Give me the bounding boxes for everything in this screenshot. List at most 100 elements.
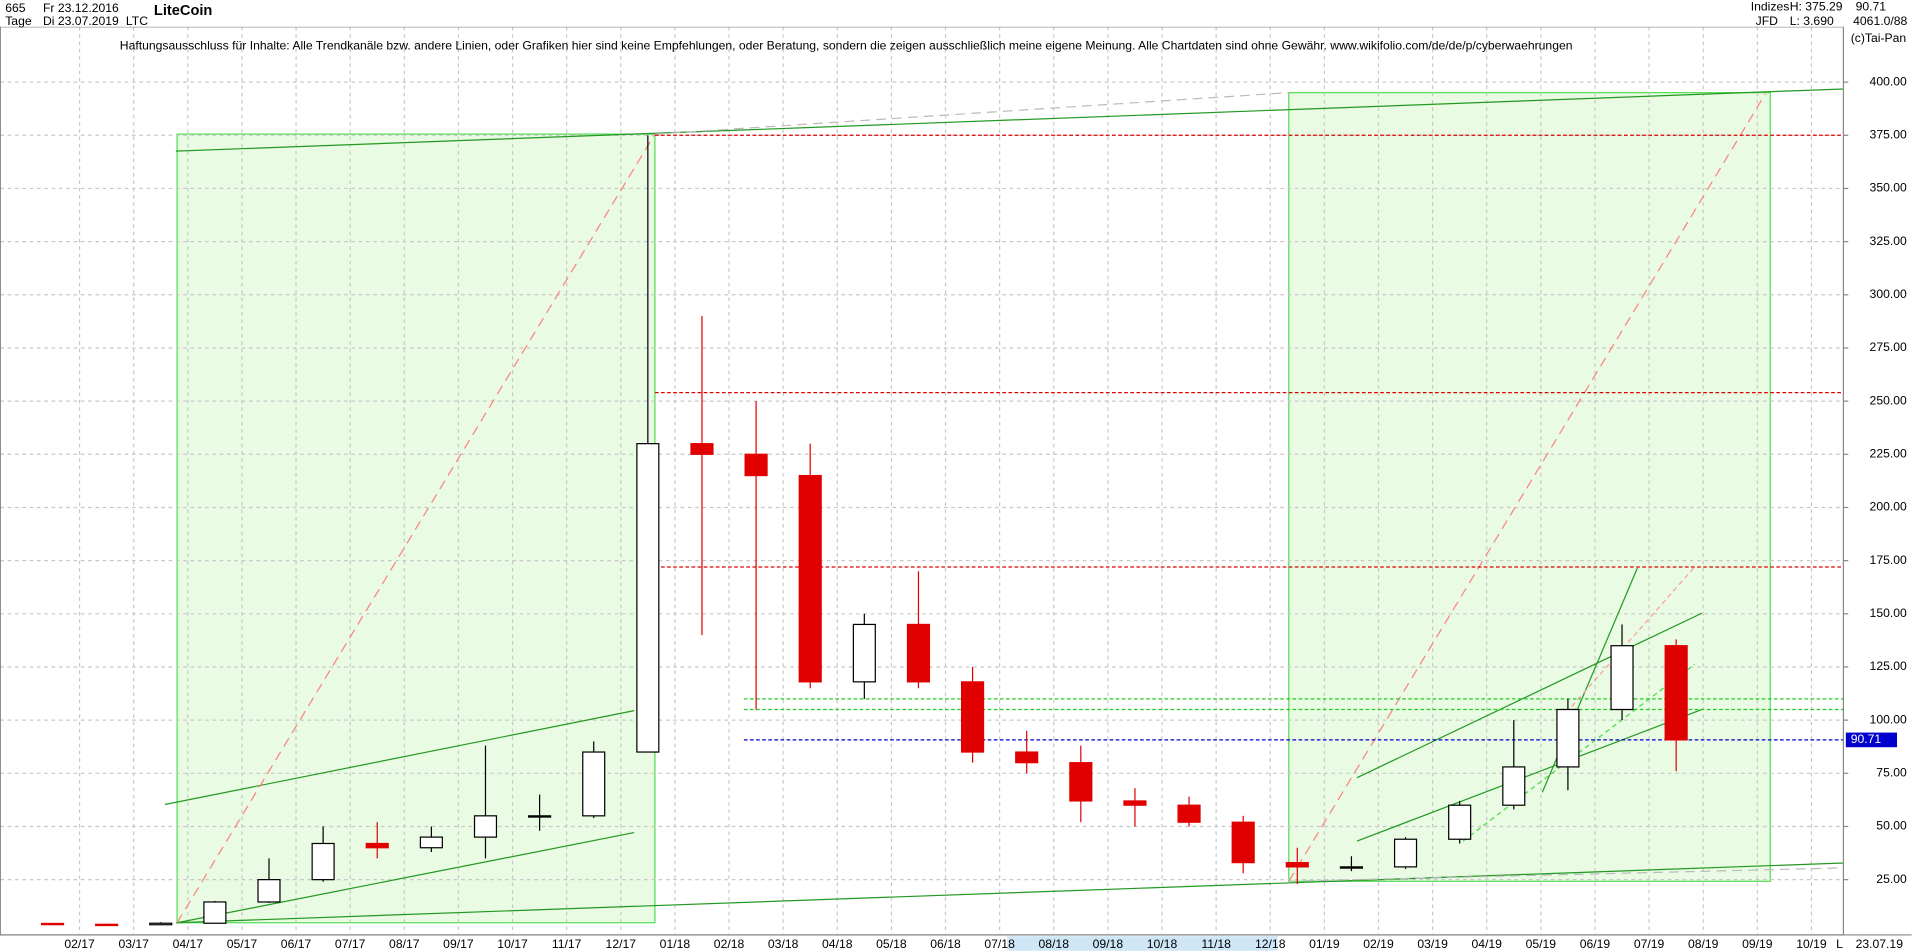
x-tick-label: 07/17	[335, 937, 366, 951]
candle-body	[1339, 866, 1364, 869]
x-tick-label: 07/19	[1634, 937, 1665, 951]
x-tick-label: 10/18	[1147, 937, 1178, 951]
box	[1288, 92, 1771, 882]
x-tick-label: 10/17	[497, 937, 528, 951]
candle-body	[1502, 766, 1526, 806]
trend-line	[176, 831, 635, 924]
y-tick-label: 125.00	[1870, 659, 1907, 673]
candle-body	[1231, 821, 1255, 864]
level-label: 90.71	[1851, 732, 1882, 746]
x-tick-label: 07/18	[984, 937, 1015, 951]
x-tick-label: 03/18	[768, 937, 799, 951]
candle-body	[311, 842, 335, 881]
trend-line	[164, 710, 635, 806]
y-tick-label: 175.00	[1870, 553, 1907, 567]
x-tick-label: 11/18	[1201, 937, 1231, 951]
x-tick-label: 02/17	[64, 937, 95, 951]
x-tick-label: 09/18	[1093, 937, 1124, 951]
trend-line	[1356, 612, 1703, 779]
candle-body	[203, 901, 227, 924]
x-tick-label: 01/18	[660, 937, 691, 951]
header	[0, 0, 1912, 27]
candle-body	[40, 922, 65, 926]
x-tick-label: 04/17	[173, 937, 204, 951]
trend-line	[1288, 93, 1766, 882]
bars: 665	[5, 1, 26, 15]
x-tick-label: 10/19	[1796, 937, 1827, 951]
high: H: 375.29	[1790, 0, 1843, 14]
candle-body	[906, 623, 931, 683]
x-tick-label: 09/17	[443, 937, 474, 951]
y-tick-label: 25.00	[1876, 872, 1907, 886]
y-tick-label: 150.00	[1870, 606, 1907, 620]
x-tick-label: 04/19	[1471, 937, 1502, 951]
x-tick-label: 06/18	[930, 937, 961, 951]
y-tick-label: 50.00	[1876, 819, 1907, 833]
x-tick-label: 08/19	[1688, 937, 1719, 951]
x-tick-label: 12/17	[606, 937, 637, 951]
x-tick-label: 05/19	[1526, 937, 1557, 951]
y-tick-label: 225.00	[1870, 447, 1907, 461]
last: 90.71	[1856, 0, 1887, 14]
candle-body	[257, 879, 281, 903]
y-tick-label: 275.00	[1870, 340, 1907, 354]
candle-body	[690, 443, 714, 455]
candle-body	[1069, 762, 1093, 802]
x-tick-label: 05/17	[227, 937, 258, 951]
name: LiteCoin	[154, 3, 213, 19]
y-tick-label: 75.00	[1876, 766, 1907, 780]
candle-body	[365, 842, 389, 849]
trend-line	[175, 862, 1844, 924]
candle-body	[852, 623, 876, 683]
candle-body	[95, 923, 119, 927]
y-tick-label: 300.00	[1870, 287, 1907, 301]
candle-body	[1123, 800, 1147, 806]
candle-body	[1285, 862, 1309, 868]
source: JFD	[1756, 14, 1779, 28]
candle-body	[528, 815, 552, 818]
x-tick-label: 11/17	[552, 937, 582, 951]
x-tick-label: 02/19	[1363, 937, 1394, 951]
candle-body	[582, 751, 606, 817]
candle-body	[1393, 838, 1418, 868]
x-tick-label: 12/18	[1255, 937, 1286, 951]
level-tag	[1845, 732, 1898, 748]
y-tick-label: 400.00	[1870, 74, 1907, 88]
y-tick-label: 375.00	[1870, 127, 1907, 141]
y-tick-label: 350.00	[1870, 181, 1907, 195]
symbol: LTC	[126, 14, 148, 28]
trend-line	[1356, 708, 1703, 842]
period: Tage	[5, 14, 32, 28]
x-tick-label: 05/18	[876, 937, 907, 951]
y-tick-label: 100.00	[1870, 712, 1907, 726]
y-tick-label: 325.00	[1870, 234, 1907, 248]
x-tick-label: 02/18	[714, 937, 745, 951]
trend-line	[654, 92, 1289, 135]
x-tick-label: 03/19	[1417, 937, 1448, 951]
low: L: 3.690	[1790, 14, 1834, 28]
footer-scale: L	[1836, 937, 1843, 951]
candle-body	[636, 443, 660, 753]
candle-body	[419, 836, 443, 849]
chart-title: Haftungsausschluss für Inhalte: Alle Tre…	[120, 39, 1573, 53]
y-tick-label: 250.00	[1870, 393, 1907, 407]
footer-date: 23.07.19	[1856, 937, 1904, 951]
candle-body	[149, 922, 173, 926]
info: 4061.0/88	[1853, 14, 1907, 28]
y-tick-label: 200.00	[1870, 500, 1907, 514]
group: Indizes	[1751, 0, 1790, 14]
x-tick-label: 06/19	[1580, 937, 1611, 951]
x-tick-label: 08/17	[389, 937, 420, 951]
candle-body	[744, 453, 768, 477]
start-date: Fr 23.12.2016	[43, 1, 119, 15]
x-tick-label: 06/17	[281, 937, 312, 951]
trend-line	[176, 133, 656, 924]
candle-body	[1177, 804, 1201, 823]
copyright: (c)Tai-Pan	[1851, 31, 1906, 45]
x-tick-label: 04/18	[822, 937, 853, 951]
candle-body	[960, 681, 985, 753]
axis-highlight	[1007, 936, 1278, 951]
candle-body	[1448, 804, 1472, 840]
candle-body	[1664, 645, 1688, 741]
